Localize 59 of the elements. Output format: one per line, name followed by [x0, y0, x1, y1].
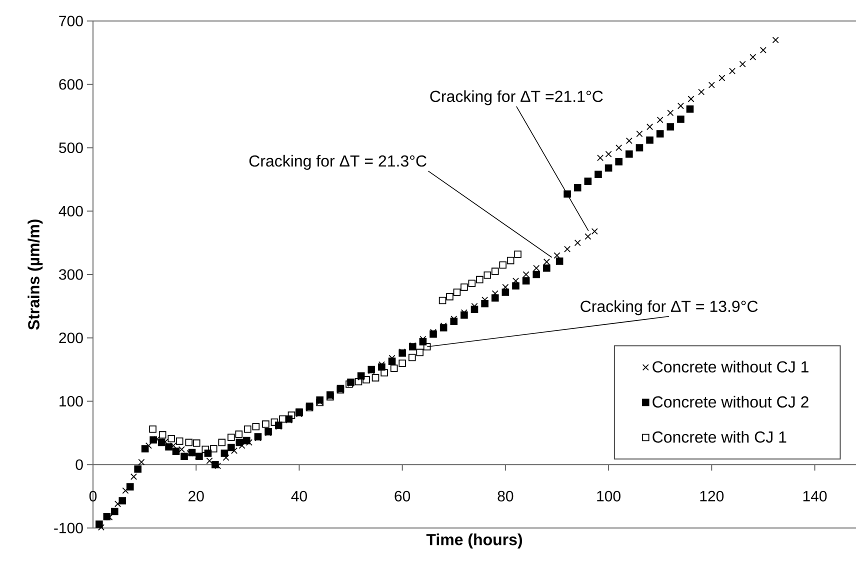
y-tick-label: 700 [59, 16, 83, 26]
point [506, 256, 514, 264]
point [514, 250, 522, 258]
point [270, 418, 278, 426]
point [499, 261, 507, 269]
point [218, 438, 226, 446]
point [149, 425, 156, 433]
x-tick-label: 20 [188, 490, 204, 502]
point [262, 420, 270, 428]
y-tick-label: 200 [59, 332, 83, 344]
point [244, 425, 252, 433]
point [288, 412, 296, 419]
x-tick-label: 60 [394, 490, 410, 502]
point [453, 288, 461, 296]
point [210, 445, 218, 452]
y-tick-label: 300 [59, 269, 83, 280]
y-tick-label: -100 [54, 522, 83, 534]
point [279, 415, 286, 423]
legend-label: Concrete with CJ 1 [652, 430, 786, 443]
point [252, 422, 260, 430]
point [235, 430, 243, 438]
point [423, 343, 431, 350]
y-tick-label: 600 [59, 79, 83, 90]
x-tick-label: 80 [498, 490, 514, 502]
annotation: Cracking for ΔT = 13.9°C [580, 300, 758, 316]
point [438, 296, 446, 304]
point [446, 293, 454, 300]
point [408, 354, 416, 362]
x-tick-label: 140 [803, 490, 827, 502]
annotation: Cracking for ΔT = 21.3°C [249, 154, 426, 170]
point [176, 438, 184, 445]
y-tick-label: 400 [58, 206, 83, 216]
point [390, 364, 398, 372]
point [202, 446, 210, 454]
point [484, 271, 492, 279]
point [460, 284, 468, 291]
point [185, 438, 193, 446]
x-tick-label: 40 [291, 490, 307, 502]
legend-label: Concrete without CJ 1 [652, 360, 808, 373]
y-tick-label: 0 [76, 459, 83, 470]
point [158, 431, 166, 438]
y-axis-title: Strains (µm/m) [28, 220, 43, 330]
point [476, 276, 484, 284]
y-tick-label: 100 [60, 396, 83, 407]
legend-label: Concrete without CJ 2 [652, 396, 808, 408]
point [380, 369, 388, 376]
x-tick-label: 120 [700, 490, 724, 502]
point [398, 360, 406, 367]
point [372, 374, 380, 382]
point [416, 348, 424, 356]
point [228, 434, 235, 442]
x-tick-label: 100 [597, 490, 620, 502]
point [491, 268, 499, 275]
annotation: Cracking for ΔT =21.1°C [430, 90, 603, 106]
y-tick-label: 500 [59, 142, 83, 154]
point [468, 280, 476, 288]
x-axis-title: Time (hours) [426, 534, 522, 548]
point [192, 439, 200, 447]
point [362, 376, 370, 384]
